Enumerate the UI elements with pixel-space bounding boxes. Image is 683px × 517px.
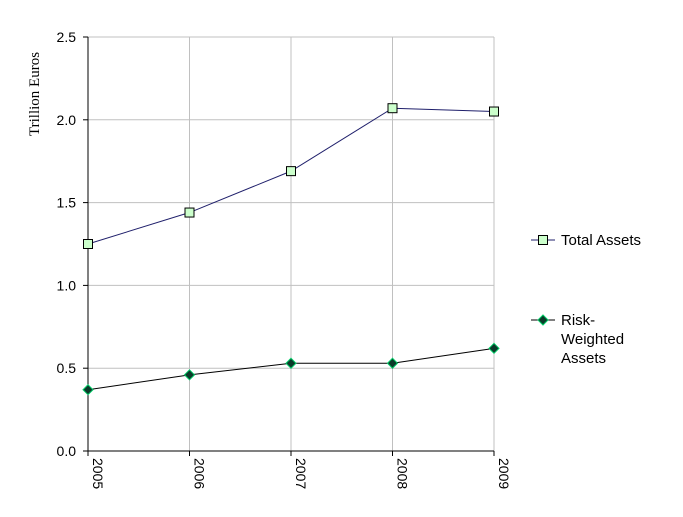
data-point-total-assets	[387, 103, 398, 114]
data-point-risk-weighted-assets	[183, 369, 196, 381]
data-point-total-assets	[83, 239, 93, 249]
legend-item-total-assets: Total Assets	[531, 232, 641, 249]
x-tick-label: 2005	[90, 458, 106, 489]
data-point-risk-weighted-assets	[82, 384, 94, 396]
y-tick-label: 0.5	[57, 360, 77, 376]
x-tick-label: 2007	[293, 458, 309, 489]
y-tick-label: 0.0	[57, 443, 77, 459]
x-tick-label: 2006	[192, 458, 208, 489]
series-total-assets	[83, 103, 499, 249]
series-risk-weighted-assets	[82, 342, 500, 396]
x-tick-label: 2008	[395, 458, 411, 489]
data-point-risk-weighted-assets	[285, 357, 297, 369]
data-point-total-assets	[184, 207, 195, 218]
legend-item-risk-weighted-assets: Risk- Weighted Assets	[531, 312, 624, 367]
data-point-total-assets	[489, 106, 499, 117]
legend-label: Total Assets	[561, 232, 641, 249]
data-point-total-assets	[286, 166, 296, 177]
grid	[88, 36, 495, 451]
series-layer	[82, 103, 500, 396]
x-tick-labels: 2005 2006 2007 2008 2009	[90, 458, 512, 489]
y-tick-label: 2.5	[57, 29, 77, 45]
legend-label: Weighted	[561, 331, 624, 348]
data-point-risk-weighted-assets	[386, 357, 399, 369]
y-tick-label: 1.5	[57, 195, 77, 211]
y-tick-labels: 0.0 0.5 1.0 1.5 2.0 2.5	[57, 29, 77, 459]
y-tick-label: 1.0	[57, 277, 77, 293]
axes	[83, 36, 495, 456]
legend-label: Risk-	[561, 312, 595, 329]
x-tick-label: 2009	[496, 458, 512, 489]
legend-marker	[537, 314, 549, 326]
legend: Total Assets Risk- Weighted Assets	[531, 232, 641, 367]
legend-marker	[538, 235, 548, 245]
y-axis-label: Trillion Euros	[27, 52, 43, 136]
legend-label: Assets	[561, 350, 606, 367]
data-point-risk-weighted-assets	[488, 342, 500, 355]
y-tick-label: 2.0	[57, 112, 77, 128]
